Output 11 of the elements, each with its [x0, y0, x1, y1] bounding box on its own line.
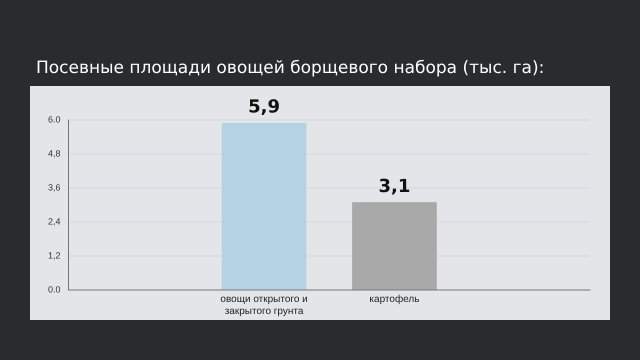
y-tick-label: 2,4	[48, 216, 61, 226]
x-tick-label: картофель	[369, 294, 420, 305]
data-label: 5,9	[248, 96, 280, 118]
y-tick-label: 4,8	[48, 148, 61, 158]
y-tick-label: 1,2	[48, 250, 61, 260]
y-tick-label: 6.0	[48, 114, 61, 124]
chart-title: Посевные площади овощей борщевого набора (тыс. га):	[36, 58, 544, 78]
y-tick-label: 3,6	[48, 182, 61, 192]
x-tick-label: овощи открытого и закрытого грунта	[220, 294, 308, 317]
y-tick-label: 0.0	[48, 284, 61, 294]
data-label: 3,1	[378, 176, 410, 197]
